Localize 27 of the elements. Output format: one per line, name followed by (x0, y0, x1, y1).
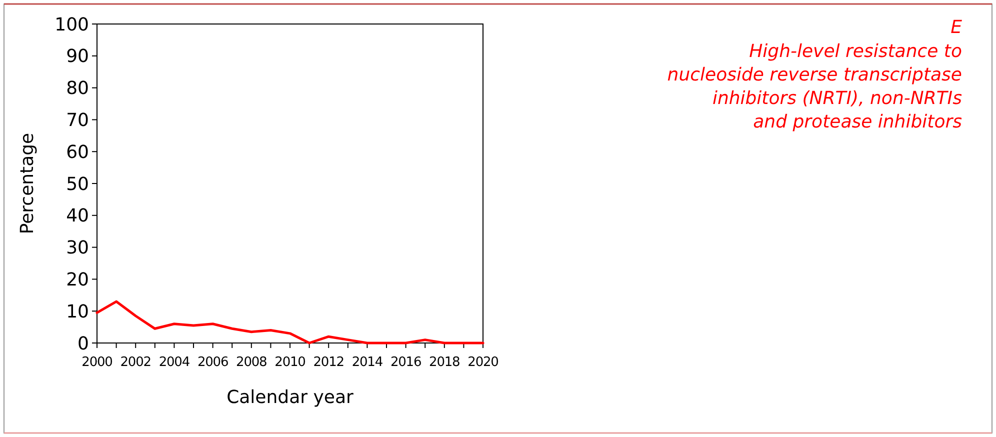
x-axis-title: Calendar year (226, 387, 354, 408)
x-tick-label: 2004 (158, 355, 190, 370)
x-tick-label: 2020 (468, 355, 499, 370)
y-tick-label: 60 (66, 142, 89, 163)
y-tick-label: 70 (66, 110, 89, 131)
x-tick-label: 2016 (390, 355, 422, 370)
y-tick-label: 0 (78, 333, 89, 354)
line-series (96, 300, 484, 344)
y-tick-label: 100 (54, 14, 89, 36)
x-tick-label: 2014 (352, 355, 383, 370)
y-tick-label: 30 (66, 238, 89, 259)
y-tick-label: 50 (66, 174, 89, 195)
y-tick-label: 20 (66, 270, 89, 290)
text: E (950, 17, 963, 38)
y-axis-title: Percentage (17, 132, 38, 234)
y-tick-label: 90 (66, 46, 89, 68)
y-tick-label: 80 (66, 78, 89, 100)
y-tick-label: 40 (66, 206, 89, 227)
x-tick-label: 2006 (197, 355, 228, 370)
x-tick-label: 2018 (429, 355, 460, 370)
text: High-level resistance to nucleoside reverse transcriptase inhibitors (NRTI), non-NRTIs and protease inhibitors (667, 41, 962, 132)
x-tick-label: 2000 (82, 355, 113, 370)
x-tick-label: 2012 (313, 355, 344, 370)
x-tick-label: 2008 (236, 355, 268, 370)
x-tick-label: 2010 (274, 355, 306, 370)
y-tick-label: 10 (66, 301, 89, 322)
x-tick-label: 2002 (120, 355, 151, 370)
